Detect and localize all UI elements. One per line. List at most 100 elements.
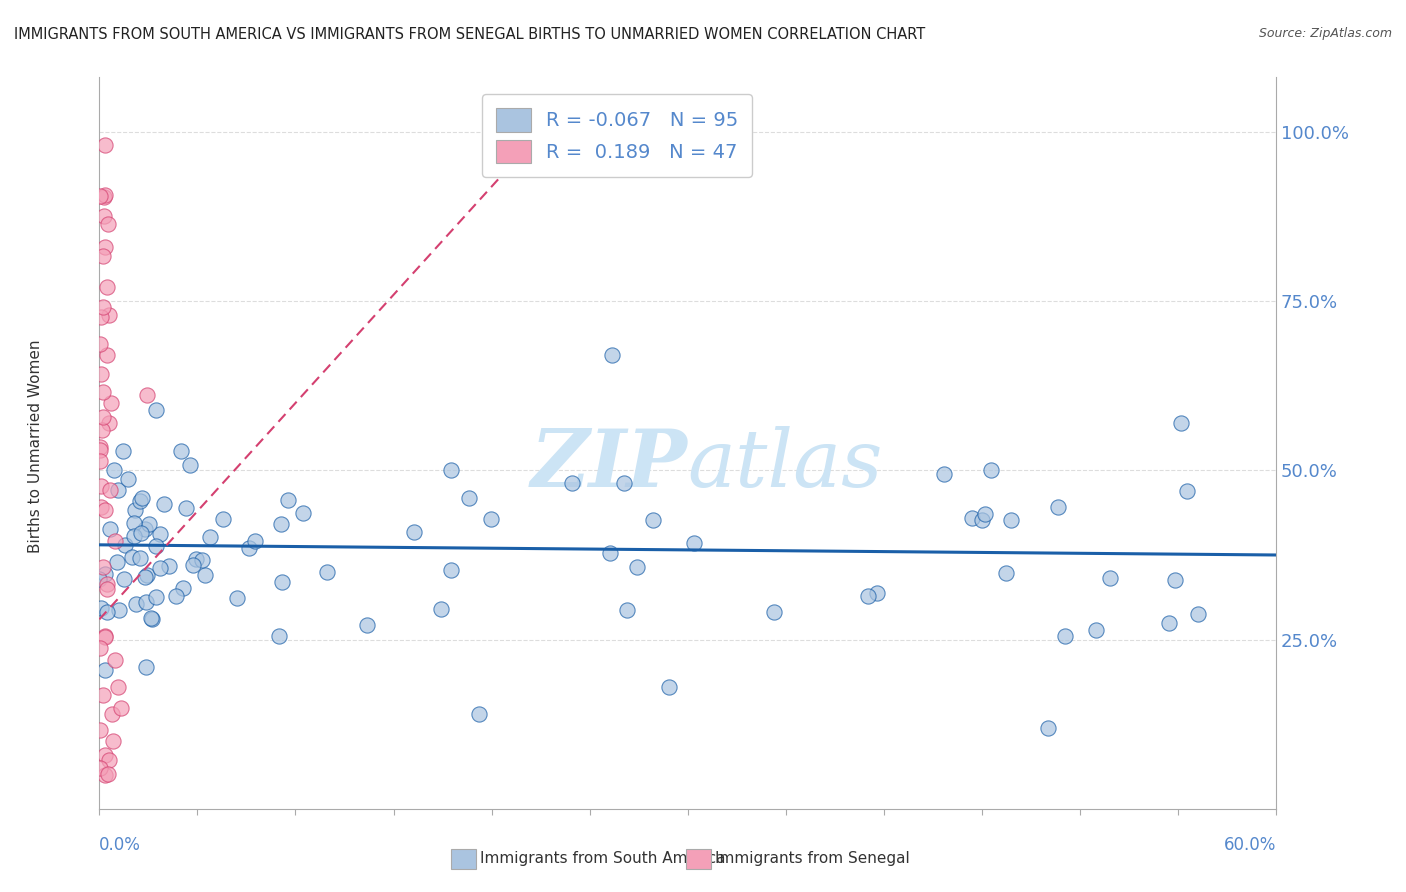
- Point: [404, 525, 426, 540]
- Point: [89, 641, 111, 656]
- Point: [138, 516, 160, 531]
- Point: [91, 423, 114, 437]
- Point: [103, 463, 125, 477]
- Point: [98, 483, 121, 498]
- Point: [96, 582, 118, 596]
- Point: [141, 612, 163, 626]
- Point: [110, 701, 132, 715]
- Point: [122, 516, 145, 531]
- Point: [89, 572, 111, 586]
- Point: [1038, 721, 1060, 735]
- Point: [96, 280, 118, 294]
- Point: [139, 610, 162, 624]
- Point: [1175, 483, 1198, 498]
- Point: [90, 310, 112, 324]
- Point: [90, 479, 112, 493]
- Point: [226, 591, 249, 605]
- Point: [145, 590, 167, 604]
- Text: Immigrants from South America: Immigrants from South America: [479, 852, 725, 866]
- Point: [165, 589, 187, 603]
- Point: [172, 581, 194, 595]
- Point: [104, 534, 127, 549]
- Point: [89, 440, 111, 454]
- Text: Births to Unmarried Women: Births to Unmarried Women: [28, 339, 42, 553]
- Point: [94, 768, 117, 782]
- Text: IMMIGRANTS FROM SOUTH AMERICA VS IMMIGRANTS FROM SENEGAL BIRTHS TO UNMARRIED WOM: IMMIGRANTS FROM SOUTH AMERICA VS IMMIGRA…: [14, 27, 925, 42]
- Point: [89, 367, 111, 381]
- Point: [995, 566, 1018, 580]
- Point: [90, 500, 112, 515]
- Point: [153, 497, 176, 511]
- Point: [974, 507, 997, 521]
- Point: [93, 663, 115, 677]
- Point: [613, 475, 636, 490]
- Point: [97, 753, 120, 767]
- Point: [191, 553, 214, 567]
- Point: [103, 653, 125, 667]
- Point: [129, 551, 152, 566]
- Point: [980, 463, 1002, 477]
- Point: [270, 575, 292, 590]
- Point: [97, 416, 120, 430]
- Point: [174, 500, 197, 515]
- Point: [1046, 500, 1069, 514]
- Point: [1170, 416, 1192, 430]
- Point: [1054, 629, 1077, 643]
- Legend: R = -0.067   N = 95, R =  0.189   N = 47: R = -0.067 N = 95, R = 0.189 N = 47: [482, 95, 752, 177]
- Point: [124, 503, 146, 517]
- Point: [179, 458, 201, 473]
- Point: [932, 467, 955, 481]
- Point: [277, 492, 299, 507]
- Point: [468, 707, 491, 722]
- Point: [91, 560, 114, 574]
- Point: [149, 561, 172, 575]
- Point: [97, 308, 120, 322]
- Point: [94, 188, 117, 202]
- Point: [125, 598, 148, 612]
- Point: [97, 217, 120, 231]
- Point: [184, 552, 207, 566]
- Point: [107, 483, 129, 497]
- Point: [101, 734, 124, 748]
- Point: [112, 573, 135, 587]
- Point: [600, 348, 623, 362]
- Point: [245, 534, 267, 549]
- Point: [457, 491, 479, 506]
- Text: ZIP: ZIP: [531, 426, 688, 504]
- Point: [658, 680, 681, 694]
- Point: [316, 565, 339, 579]
- Point: [98, 522, 121, 536]
- Point: [128, 494, 150, 508]
- Point: [89, 443, 111, 458]
- Point: [89, 761, 111, 775]
- Point: [970, 513, 993, 527]
- Point: [149, 527, 172, 541]
- Point: [93, 190, 115, 204]
- Point: [200, 530, 222, 544]
- Point: [135, 595, 157, 609]
- Point: [91, 688, 114, 702]
- Point: [479, 512, 502, 526]
- Point: [440, 463, 463, 477]
- Point: [94, 240, 117, 254]
- Point: [561, 475, 583, 490]
- Text: atlas: atlas: [688, 426, 883, 504]
- Point: [131, 491, 153, 505]
- Point: [1098, 571, 1121, 585]
- Point: [96, 577, 118, 591]
- Point: [91, 300, 114, 314]
- Point: [616, 603, 638, 617]
- Point: [135, 388, 157, 402]
- Point: [91, 249, 114, 263]
- Point: [270, 516, 292, 531]
- Point: [269, 629, 291, 643]
- Point: [145, 540, 167, 554]
- Point: [94, 747, 117, 762]
- Point: [683, 536, 706, 550]
- Point: [93, 503, 115, 517]
- Text: 0.0%: 0.0%: [100, 836, 141, 854]
- Point: [134, 570, 156, 584]
- Point: [91, 385, 114, 400]
- Text: Immigrants from Senegal: Immigrants from Senegal: [716, 852, 910, 866]
- Point: [124, 529, 146, 543]
